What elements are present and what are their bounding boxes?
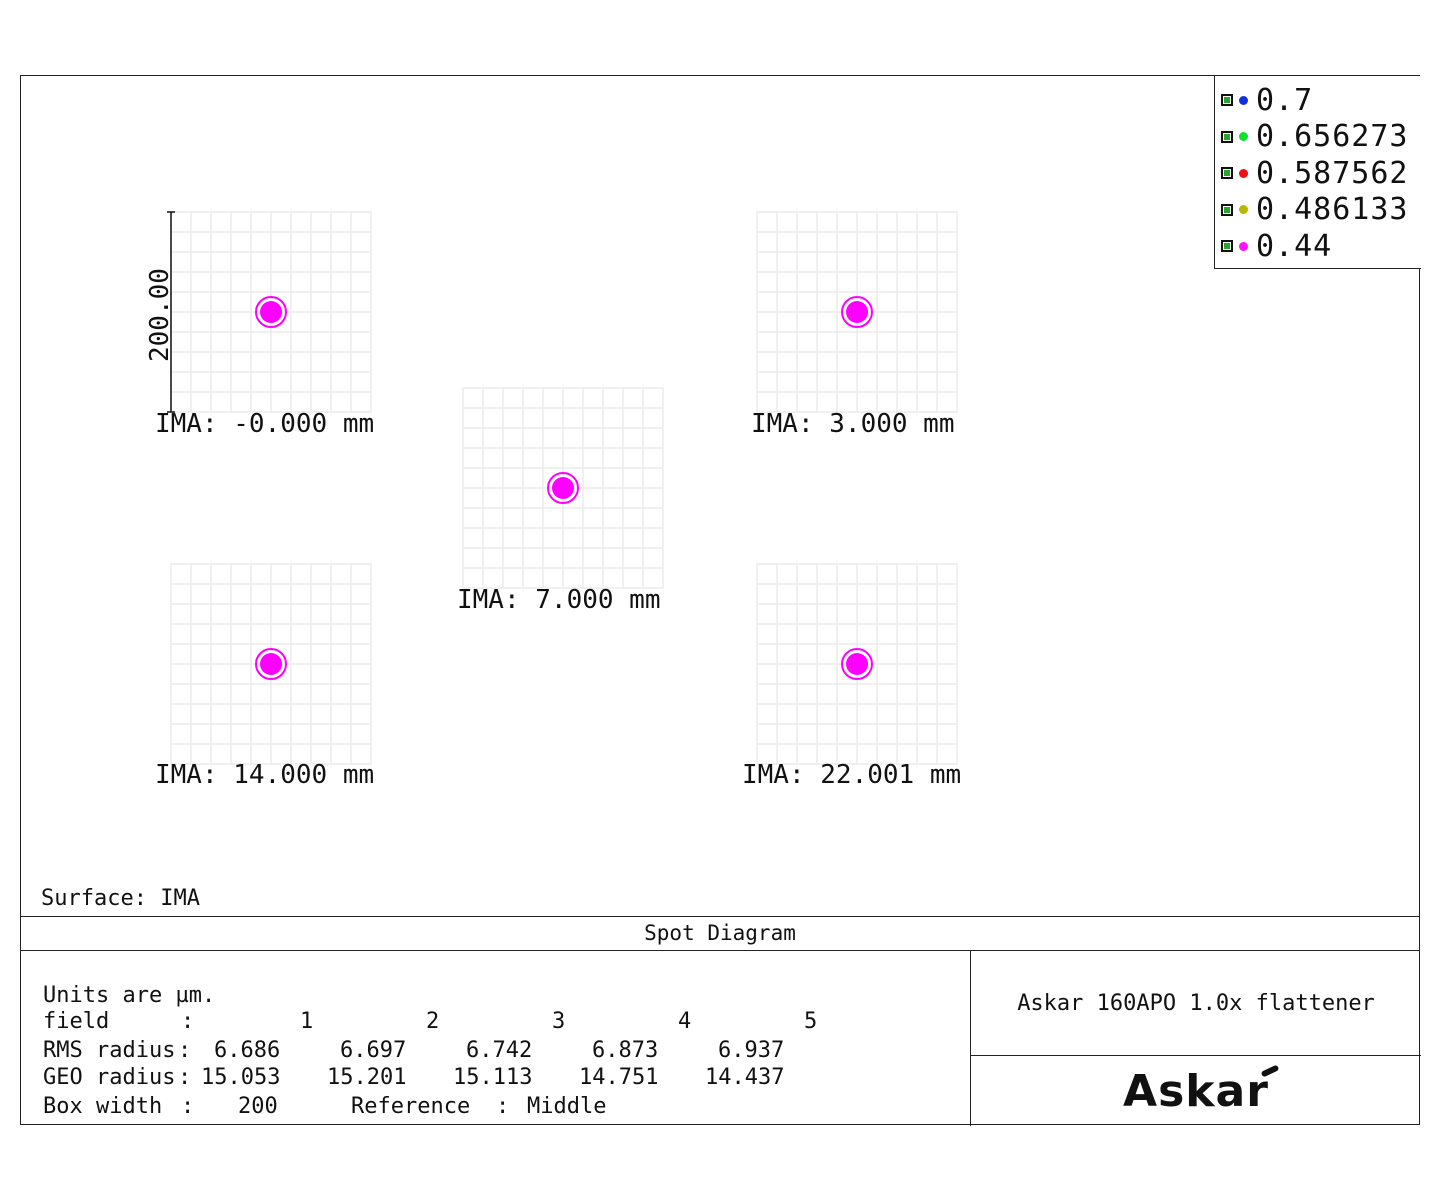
geo-value: 14.751 — [579, 1065, 659, 1090]
spot-point — [552, 477, 574, 499]
colon: : — [181, 1009, 195, 1034]
field-label: IMA: 7.000 mm — [457, 585, 661, 615]
spot-ring — [547, 472, 579, 504]
legend-entry-2[interactable]: 0.656273 — [1215, 119, 1421, 156]
checkbox-icon[interactable] — [1221, 94, 1233, 107]
checkbox-icon[interactable] — [1221, 240, 1233, 253]
checkbox-icon[interactable] — [1221, 130, 1233, 143]
info-panel: Units are µm. field : 1 2 3 4 5 RMS radi… — [21, 951, 971, 1126]
legend-dot-icon — [1239, 95, 1248, 105]
field-number: 3 — [552, 1009, 566, 1034]
legend-label: 0.656273 — [1256, 119, 1409, 155]
legend-label: 0.7 — [1256, 82, 1314, 118]
geo-value: 14.437 — [705, 1065, 785, 1090]
geo-value: 15.053 — [201, 1065, 281, 1090]
spot-point — [846, 301, 868, 323]
field-box-5: IMA: 22.001 mm — [742, 563, 961, 790]
geo-row-label: GEO radius — [43, 1065, 176, 1090]
colon: : — [178, 1065, 192, 1090]
field-label: IMA: 22.001 mm — [742, 760, 961, 790]
spot-point — [260, 653, 282, 675]
box-width-label: Box width — [43, 1094, 163, 1119]
field-box-1: IMA: -0.000 mm — [155, 211, 374, 439]
colon: : — [181, 1094, 195, 1119]
lens-name: Askar 160APO 1.0x flattener — [971, 951, 1421, 1056]
legend-label: 0.44 — [1256, 228, 1333, 264]
field-box-4: IMA: 14.000 mm — [155, 563, 374, 790]
box-width-value: 200 — [238, 1094, 278, 1119]
units-text: Units are µm. — [43, 983, 216, 1008]
field-label: IMA: 14.000 mm — [155, 760, 374, 790]
legend-entry-4[interactable]: 0.486133 — [1215, 192, 1421, 229]
rms-value: 6.742 — [466, 1038, 533, 1063]
spot-ring — [841, 648, 873, 680]
colon: : — [496, 1094, 510, 1119]
field-row-label: field — [43, 1009, 110, 1034]
field-label: IMA: 3.000 mm — [751, 409, 955, 439]
legend-entry-3[interactable]: 0.587562 — [1215, 155, 1421, 192]
rms-value: 6.686 — [214, 1038, 281, 1063]
spot-diagram-frame: IMA: -0.000 mm IMA: 3.000 mm IMA: 7.000 mm… — [20, 75, 1421, 1126]
legend-entry-5[interactable]: 0.44 — [1215, 228, 1421, 265]
reference-value: Middle — [527, 1094, 607, 1119]
legend-entry-1[interactable]: 0.7 — [1215, 82, 1421, 119]
legend-dot-icon — [1239, 205, 1248, 215]
scale-label: 200.00 — [145, 268, 175, 362]
field-number: 2 — [426, 1009, 440, 1034]
field-number: 1 — [300, 1009, 314, 1034]
logo-text: Askar — [1123, 1065, 1269, 1117]
rms-value: 6.697 — [340, 1038, 407, 1063]
spot-point — [260, 301, 282, 323]
scale-bar: 200.00 — [145, 211, 175, 413]
checkbox-icon[interactable] — [1221, 203, 1233, 216]
spot-plot-area: IMA: -0.000 mm IMA: 3.000 mm IMA: 7.000 mm… — [145, 211, 961, 790]
legend-label: 0.587562 — [1256, 155, 1409, 191]
geo-value: 15.201 — [327, 1065, 407, 1090]
field-label: IMA: -0.000 mm — [155, 409, 374, 439]
rms-row-label: RMS radius — [43, 1038, 176, 1063]
checkbox-icon[interactable] — [1221, 167, 1233, 180]
spot-ring — [255, 648, 287, 680]
field-number: 4 — [678, 1009, 692, 1034]
spot-point — [846, 653, 868, 675]
rms-value: 6.937 — [718, 1038, 785, 1063]
field-box-2: IMA: 3.000 mm — [751, 211, 958, 439]
legend-label: 0.486133 — [1256, 192, 1409, 228]
field-number: 5 — [804, 1009, 818, 1034]
askar-logo: Askar — [1123, 1063, 1280, 1117]
spot-ring — [255, 296, 287, 328]
logo-area: Askar — [971, 1056, 1421, 1126]
wavelength-legend: 0.7 0.656273 0.587562 0.486133 0.44 — [1214, 76, 1421, 269]
field-box-3: IMA: 7.000 mm — [457, 387, 664, 615]
surface-label: Surface: IMA — [41, 886, 200, 911]
rms-value: 6.873 — [592, 1038, 659, 1063]
legend-dot-icon — [1239, 132, 1248, 142]
spot-ring — [841, 296, 873, 328]
legend-dot-icon — [1239, 241, 1248, 251]
reference-label: Reference — [351, 1094, 471, 1119]
geo-value: 15.113 — [453, 1065, 533, 1090]
diagram-title: Spot Diagram — [21, 916, 1419, 951]
colon: : — [178, 1038, 192, 1063]
legend-dot-icon — [1239, 168, 1248, 178]
